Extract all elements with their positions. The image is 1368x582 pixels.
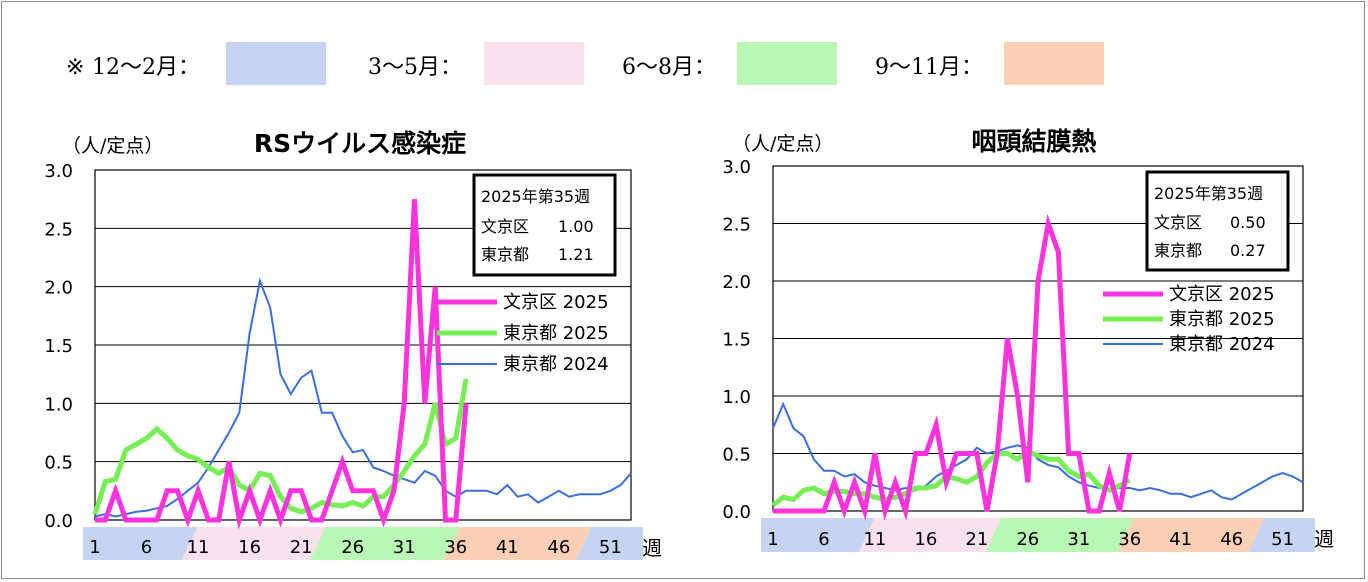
- rsv-series-line-1: [92, 378, 469, 515]
- rsv-season-segment: [575, 527, 643, 560]
- pcf-season-band: [761, 518, 1315, 552]
- pcf-season-segment: [1248, 518, 1315, 552]
- pcf-xtick-label: 21: [965, 529, 988, 550]
- rsv-season-band: [83, 527, 643, 560]
- rsv-info-box-frame: [472, 173, 617, 277]
- pcf-info-bunkyo-value: 0.50: [1230, 213, 1266, 232]
- rsv-xtick-label: 6: [141, 537, 152, 558]
- pcf-xtick-label: 46: [1220, 529, 1243, 550]
- pcf-legend: 文京区 2025 東京都 2025 東京都 2024: [1103, 284, 1275, 355]
- rsv-xtick-label: 51: [599, 537, 622, 558]
- pcf-info-tokyo-label: 東京都: [1154, 241, 1202, 260]
- pcf-info-tokyo-value: 0.27: [1230, 241, 1266, 260]
- pcf-legend-bunkyo-2025: 文京区 2025: [1169, 284, 1275, 305]
- pcf-xtick-label: 31: [1067, 529, 1090, 550]
- rsv-xtick-label: 16: [238, 537, 261, 558]
- rsv-xtick-label: 11: [187, 537, 210, 558]
- rsv-legend-tokyo-2024: 東京都 2024: [503, 354, 609, 375]
- rsv-ytick-label: 0.0: [44, 511, 73, 532]
- rsv-plot: 0.00.51.01.52.02.53.01 6 11 16 21 26 31 36 41 46 5…: [44, 161, 643, 560]
- pcf-season-segment: [1117, 518, 1265, 552]
- rsv-ytick-label: 1.0: [44, 394, 73, 415]
- rsv-info-bunkyo-value: 1.00: [558, 217, 594, 236]
- pcf-xtick-label: 26: [1016, 529, 1039, 550]
- rsv-xtick-label: 26: [341, 537, 364, 558]
- season-legend: ※ 12～2月： 3～5月： 6～8月： 9～11月：: [66, 42, 1104, 85]
- rsv-series-line-0: [95, 199, 469, 530]
- pcf-season-segment: [761, 518, 875, 552]
- pcf-ytick-label: 0.5: [722, 445, 751, 466]
- pcf-xtick-label: 36: [1118, 529, 1141, 550]
- rsv-xtick-label: 31: [393, 537, 416, 558]
- rsv-xtick-label: 1: [89, 537, 100, 558]
- pcf-info-week: 2025年第35週: [1154, 184, 1263, 203]
- rsv-info-tokyo-label: 東京都: [481, 245, 529, 264]
- pcf-xtick-label: 41: [1169, 529, 1192, 550]
- pcf-ytick-label: 0.0: [722, 502, 751, 523]
- pcf-plot: 0.00.51.01.52.02.53.01 6 11 16 21 26 31 36 41 46 5…: [722, 157, 1315, 552]
- rsv-ytick-label: 2.5: [44, 219, 73, 240]
- rsv-title: RSウイルス感染症: [254, 129, 466, 158]
- pcf-xlabel: 週: [1314, 527, 1334, 551]
- pcf-info-box-frame: [1145, 170, 1290, 272]
- season-legend-label-spring: 3～5月：: [368, 55, 462, 80]
- season-swatch-winter: [226, 42, 326, 85]
- rsv-ytick-label: 1.5: [44, 336, 73, 357]
- rsv-season-segment: [443, 527, 592, 560]
- pcf-season-segment: [858, 518, 1002, 552]
- pcf-xtick-label: 11: [863, 529, 886, 550]
- rsv-info-tokyo-value: 1.21: [558, 245, 594, 264]
- pcf-series-line-0: [773, 213, 1133, 521]
- pcf-ytick-label: 3.0: [722, 157, 751, 178]
- rsv-ylabel: （人/定点）: [62, 135, 163, 157]
- rsv-info-week: 2025年第35週: [481, 187, 590, 206]
- season-legend-label-summer: 6～8月：: [622, 55, 716, 80]
- pcf-xtick-label: 1: [767, 529, 778, 550]
- pcf-ytick-label: 1.5: [722, 330, 751, 351]
- rsv-ytick-label: 3.0: [44, 161, 73, 182]
- rsv-info-box: 2025年第35週 文京区 1.00 東京都 1.21: [472, 173, 617, 277]
- season-swatch-spring: [484, 42, 584, 85]
- rsv-season-segment: [181, 527, 326, 560]
- pcf-info-box: 2025年第35週 文京区 0.50 東京都 0.27: [1145, 170, 1290, 272]
- season-swatch-autumn: [1004, 42, 1104, 85]
- pcf-ylabel: （人/定点）: [732, 133, 833, 155]
- pcf-season-segment: [985, 518, 1134, 552]
- rsv-xtick-label: 41: [496, 537, 519, 558]
- rsv-legend-tokyo-2025: 東京都 2025: [503, 323, 609, 344]
- rsv-ytick-label: 0.5: [44, 453, 73, 474]
- pcf-title: 咽頭結膜熱: [971, 127, 1096, 156]
- rsv-legend-bunkyo-2025: 文京区 2025: [503, 292, 609, 313]
- pcf-ytick-label: 2.0: [722, 272, 751, 293]
- rsv-chart: （人/定点） RSウイルス感染症 週 2025年第35週 文京区 1.00 東京…: [62, 129, 662, 560]
- pcf-plot-frame: [772, 165, 1304, 512]
- rsv-season-segment: [83, 527, 198, 560]
- season-legend-prefix: ※: [66, 55, 84, 80]
- pcf-info-bunkyo-label: 文京区: [1154, 213, 1202, 232]
- rsv-xtick-label: 46: [547, 537, 570, 558]
- season-legend-label-autumn: 9～11月：: [875, 55, 983, 80]
- pcf-ytick-label: 1.0: [722, 387, 751, 408]
- rsv-xlabel: 週: [642, 536, 662, 560]
- rsv-info-bunkyo-label: 文京区: [481, 217, 529, 236]
- pcf-ytick-label: 2.5: [722, 215, 751, 236]
- pcf-xtick-label: 16: [914, 529, 937, 550]
- pcf-legend-tokyo-2024: 東京都 2024: [1169, 334, 1275, 355]
- rsv-ytick-label: 2.0: [44, 278, 73, 299]
- pcf-xtick-label: 6: [818, 529, 829, 550]
- rsv-plot-frame: [94, 169, 632, 521]
- rsv-season-segment: [309, 527, 460, 560]
- pcf-xtick-label: 51: [1271, 529, 1294, 550]
- pcf-legend-tokyo-2025: 東京都 2025: [1169, 309, 1275, 330]
- pcf-series-line-2: [772, 401, 1304, 501]
- rsv-xtick-label: 36: [444, 537, 467, 558]
- season-legend-label-winter: 12～2月：: [92, 55, 200, 80]
- rsv-legend: 文京区 2025 東京都 2025 東京都 2024: [437, 292, 609, 375]
- rsv-xtick-label: 21: [290, 537, 313, 558]
- season-swatch-summer: [737, 42, 837, 85]
- rsv-series-line-2: [94, 277, 632, 518]
- pcf-chart: （人/定点） 咽頭結膜熱 週 2025年第35週 文京区 0.50 東京都 0.…: [732, 127, 1334, 551]
